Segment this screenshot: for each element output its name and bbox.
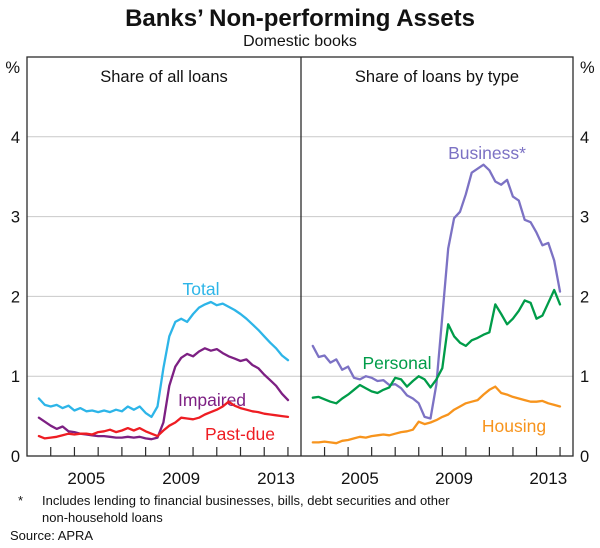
- series-line-housing: [311, 385, 562, 445]
- footnote-line-2: non-household loans: [42, 510, 163, 525]
- y-axis-unit-left: %: [5, 59, 20, 77]
- series-line-business: [311, 163, 562, 420]
- y-axis-label-left-0: 0: [11, 448, 20, 466]
- panel-header-1: Share of loans by type: [355, 68, 519, 86]
- y-axis-unit-right: %: [580, 59, 595, 77]
- x-axis-label-2005: 2005: [341, 469, 379, 488]
- plot-frame: [26, 56, 574, 457]
- footnote-marker: *: [18, 493, 24, 508]
- x-axis-label-2009: 2009: [435, 469, 473, 488]
- y-axis-label-left-1: 1: [11, 368, 20, 386]
- series-label-business: Business*: [448, 143, 526, 163]
- y-axis-label-left-3: 3: [11, 209, 20, 227]
- footnote-line-1: Includes lending to financial businesses…: [42, 493, 450, 508]
- series-label-pastdue: Past-due: [205, 424, 275, 444]
- y-axis-label-right-3: 3: [580, 209, 589, 227]
- chart-subtitle: Domestic books: [243, 33, 357, 50]
- y-axis-label-left-2: 2: [11, 288, 20, 306]
- series-line-personal: [311, 288, 562, 405]
- series-line-total: [37, 300, 290, 419]
- y-axis-label-left-4: 4: [11, 129, 20, 147]
- x-axis-label-2013: 2013: [257, 469, 295, 488]
- x-axis-label-2013: 2013: [529, 469, 567, 488]
- series-label-personal: Personal: [362, 353, 431, 373]
- chart-title: Banks’ Non-performing Assets: [125, 5, 475, 32]
- series-label-total: Total: [183, 279, 220, 299]
- x-axis-label-2005: 2005: [67, 469, 105, 488]
- y-axis-label-right-0: 0: [580, 448, 589, 466]
- y-axis-label-right-4: 4: [580, 129, 589, 147]
- series-label-impaired: Impaired: [178, 390, 246, 410]
- panel-header-0: Share of all loans: [100, 68, 228, 86]
- x-axis-label-2009: 2009: [162, 469, 200, 488]
- y-axis-label-right-1: 1: [580, 368, 589, 386]
- series-line-pastdue: [37, 400, 290, 440]
- source-note: Source: APRA: [10, 528, 94, 543]
- series-label-housing: Housing: [482, 416, 546, 436]
- y-axis-label-right-2: 2: [580, 288, 589, 306]
